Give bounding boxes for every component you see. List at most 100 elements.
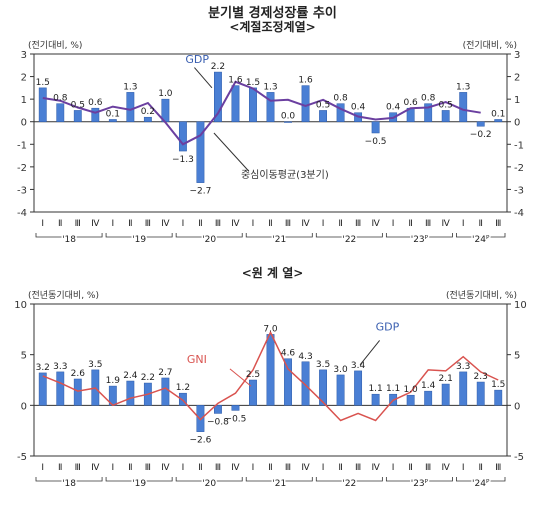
bar-6 — [126, 92, 135, 122]
bar-4 — [91, 107, 100, 122]
year-label: '19 — [132, 235, 146, 245]
bar-14 — [266, 334, 275, 406]
year-bracket-1 — [35, 477, 103, 482]
y-tick-label-right: -1 — [514, 140, 524, 151]
bar-15 — [284, 121, 292, 123]
bar-value-label: 0.4 — [351, 103, 366, 113]
x-tick-label: Ⅲ — [215, 463, 221, 473]
unit-right: (전년동기대비, %) — [446, 290, 517, 301]
bar-value-label: −2.6 — [189, 436, 211, 446]
bar-13 — [249, 87, 257, 122]
x-tick-label: Ⅲ — [425, 463, 431, 473]
bar-11 — [214, 405, 222, 414]
x-tick-label: Ⅱ — [58, 463, 62, 473]
bar-value-label: 7.0 — [263, 324, 278, 334]
annotation-gdp-arrow — [359, 340, 381, 366]
bar-12 — [231, 405, 240, 411]
x-tick-label: Ⅰ — [392, 463, 395, 473]
bar-value-label: 2.1 — [439, 374, 453, 384]
y-tick-label-left: 1 — [21, 95, 27, 106]
y-tick-label-left: 0 — [21, 401, 27, 412]
bar-value-label: 3.3 — [53, 362, 67, 372]
x-tick-label: Ⅲ — [495, 219, 501, 229]
bar-6 — [126, 380, 135, 406]
year-bracket-5 — [315, 477, 383, 482]
year-label: '22 — [342, 235, 356, 245]
year-label: '20 — [202, 235, 216, 245]
bar-value-label: 0.2 — [141, 107, 155, 117]
x-tick-label: Ⅱ — [479, 219, 483, 229]
bar-value-label: 0.6 — [88, 98, 103, 108]
y-tick-label-left: 5 — [21, 351, 27, 362]
bar-value-label: 1.5 — [491, 380, 505, 390]
x-tick-label: Ⅱ — [268, 463, 272, 473]
x-tick-label: Ⅲ — [355, 219, 361, 229]
bar-value-label: 3.4 — [351, 361, 366, 371]
x-tick-label: Ⅲ — [75, 219, 81, 229]
x-tick-label: Ⅲ — [215, 219, 221, 229]
bar-11 — [214, 71, 222, 122]
y-tick-label-left: -5 — [17, 452, 27, 463]
x-tick-label: Ⅲ — [495, 463, 501, 473]
bar-value-label: 1.6 — [228, 76, 243, 86]
bar-5 — [108, 119, 117, 122]
bar-value-label: −0.5 — [365, 137, 387, 147]
bar-3 — [73, 378, 82, 406]
x-tick-label: Ⅳ — [371, 463, 380, 473]
bar-value-label: −0.8 — [207, 417, 229, 427]
bar-2 — [56, 371, 65, 406]
x-tick-label: Ⅳ — [161, 463, 170, 473]
bar-1 — [38, 87, 47, 122]
bar-value-label: 1.1 — [386, 384, 400, 394]
year-label: '23ᴾ — [411, 235, 429, 245]
y-tick-label-right: 3 — [514, 50, 520, 61]
bar-15 — [284, 358, 292, 406]
bar-7 — [143, 116, 152, 122]
x-tick-label: Ⅰ — [182, 463, 185, 473]
bar-value-label: 0.0 — [281, 112, 296, 122]
bar-19 — [354, 370, 363, 406]
y-tick-label-left: 2 — [21, 73, 27, 84]
x-tick-label: Ⅰ — [112, 219, 115, 229]
chart-original-series: -5 -50 05 510 10(전년동기대비, %) (전년동기대비, %)3.2 3.3… — [14, 290, 526, 491]
chart-1-subtitle: <계절조정계열> — [229, 20, 316, 34]
bar-17 — [319, 110, 327, 122]
bar-18 — [336, 103, 345, 122]
x-tick-label: Ⅰ — [392, 219, 395, 229]
bar-value-label: 1.4 — [421, 381, 436, 391]
year-bracket-1 — [35, 233, 103, 238]
y-tick-label-left: -4 — [17, 208, 27, 219]
bar-12 — [231, 85, 240, 122]
year-bracket-7 — [456, 233, 506, 238]
year-bracket-3 — [175, 477, 243, 482]
bar-value-label: 2.2 — [211, 62, 225, 72]
bar-value-label: 1.3 — [263, 82, 277, 92]
x-tick-label: Ⅱ — [268, 219, 272, 229]
plot-frame — [33, 53, 508, 213]
bar-1 — [38, 372, 47, 406]
x-tick-label: Ⅱ — [58, 219, 62, 229]
bar-value-label: 4.6 — [281, 349, 296, 359]
bar-value-label: 4.3 — [298, 352, 312, 362]
annotation-gdp: GDP — [376, 320, 400, 333]
y-tick-label-left: 3 — [21, 50, 27, 61]
x-tick-label: Ⅱ — [198, 463, 202, 473]
year-label: '21 — [272, 235, 286, 245]
bar-value-label: 0.5 — [439, 100, 453, 110]
x-tick-label: Ⅱ — [128, 463, 132, 473]
line-series-GNI — [42, 330, 499, 422]
year-bracket-2 — [105, 477, 173, 482]
bar-value-label: −0.2 — [470, 130, 492, 140]
annotation-moving-avg: 중심이동평균(3분기) — [241, 169, 329, 181]
x-tick-label: Ⅱ — [338, 219, 342, 229]
x-tick-label: Ⅲ — [75, 463, 81, 473]
bar-value-label: 0.8 — [421, 94, 436, 104]
x-tick-label: Ⅰ — [182, 219, 185, 229]
x-tick-label: Ⅳ — [161, 219, 170, 229]
bar-value-label: 0.1 — [106, 109, 120, 119]
bar-9 — [178, 121, 187, 152]
x-tick-label: Ⅳ — [371, 219, 380, 229]
bar-value-label: 0.5 — [316, 100, 330, 110]
year-label: '24ᴾ — [472, 479, 490, 489]
line-series-중심이동평균(3분기) — [42, 80, 481, 146]
